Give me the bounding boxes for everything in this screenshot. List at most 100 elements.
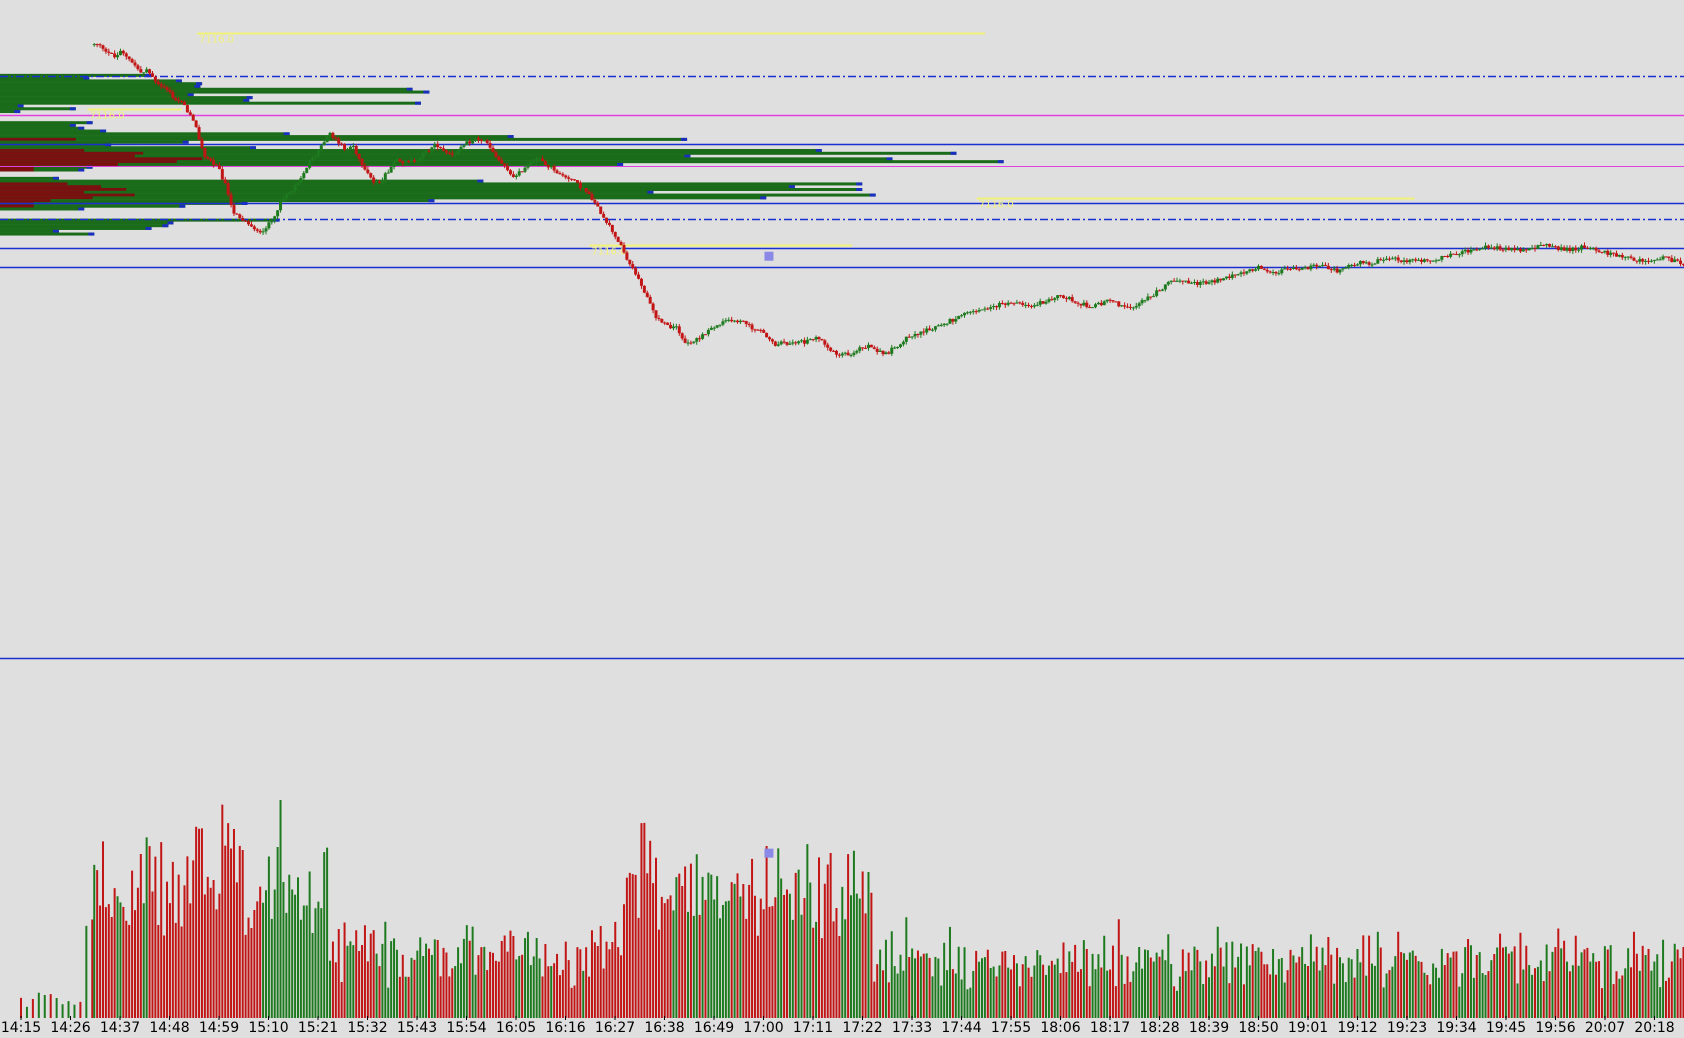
candle-down [1387,258,1391,260]
candle-down [1323,264,1327,266]
profile-row [0,193,876,197]
candle-down [153,76,157,82]
candle-up [1652,259,1656,261]
candle-down [366,169,370,174]
candle-down [1059,295,1063,297]
candle-up [345,149,349,151]
candle-up [1626,256,1630,258]
candle-down [1219,278,1223,281]
candle-down [570,178,574,180]
profile-row-tip [17,104,24,108]
candle-up [92,44,96,46]
candle-down [834,350,838,355]
candle-up [535,159,539,162]
candle-down [832,350,836,352]
candle-down [648,296,652,304]
candle-up [1673,259,1677,263]
candle-up [1422,259,1426,262]
profile-row [0,123,76,127]
candle-down [124,53,128,57]
candle-up [1224,276,1228,279]
candle-up [1094,304,1098,308]
candle-down [159,84,163,87]
candle-up [692,341,696,343]
candle-down [488,142,492,148]
candle-up [1155,290,1159,296]
candle-up [142,72,146,74]
candle-up [1140,300,1144,304]
candle-down [846,352,850,356]
candle-down [104,48,108,52]
candle-up [878,350,882,352]
candle-down [1213,280,1217,283]
x-tick-label: 15:43 [397,1020,437,1036]
candle-down [823,340,827,345]
candle-down [1108,299,1112,301]
candle-down [1556,246,1560,250]
candle-up [936,325,940,327]
profile-row [0,135,514,139]
profile-row-down [0,190,85,194]
candle-up [855,350,859,353]
candle-up [1190,282,1194,284]
candle-up [1370,264,1374,266]
candle-down [590,194,594,201]
candle-down [1204,281,1208,284]
candle-up [261,231,265,233]
profile-row [0,126,85,130]
candle-up [1489,247,1493,249]
candle-down [1594,247,1598,251]
candle-down [657,318,661,320]
profile-row [0,224,169,228]
candle-down [95,44,99,46]
candle-down [1454,254,1458,256]
profile-row-tip [507,135,514,139]
candle-up [1163,284,1167,290]
candle-down [191,114,195,121]
candle-up [1091,307,1095,309]
candle-down [188,112,192,115]
candle-down [811,339,815,341]
x-tick-label: 18:50 [1238,1020,1278,1036]
profile-row [0,129,107,133]
candle-down [354,145,358,154]
candle-up [471,139,475,144]
candle-up [264,228,268,232]
candle-up [462,145,466,147]
candle-up [1143,300,1147,302]
candle-down [573,179,577,181]
candle-up [1169,280,1173,283]
candle-down [872,347,876,349]
candle-down [520,171,524,173]
candle-up [1178,280,1182,282]
candle-down [765,332,769,338]
candle-down [479,139,483,141]
candle-up [1038,301,1042,305]
candle-up [526,164,530,168]
candle-up [1411,259,1415,261]
candle-down [1009,302,1013,304]
candle-up [529,161,533,165]
x-tick-label: 16:27 [595,1020,635,1036]
candle-down [136,65,140,70]
candle-down [1620,255,1624,258]
profile-row-down [0,196,93,200]
profile-row-tip [175,79,182,83]
candle-down [1399,260,1403,262]
candle-down [869,344,873,348]
candle-up [1437,259,1441,261]
candle-up [1484,245,1488,249]
candle-up [1591,247,1595,249]
candle-down [503,163,507,167]
candle-down [1000,303,1004,305]
candle-down [916,333,920,335]
volume-bars [20,799,1684,1018]
candle-down [1635,260,1639,262]
candle-down [1029,305,1033,307]
candle-down [1486,245,1490,248]
candle-down [1111,300,1115,302]
key-levels: 7116.0 7116.0 7116.0 7116.0 [87,32,1415,258]
candle-up [1658,259,1662,261]
profile-row-tip [187,93,194,97]
candle-down [241,218,245,221]
